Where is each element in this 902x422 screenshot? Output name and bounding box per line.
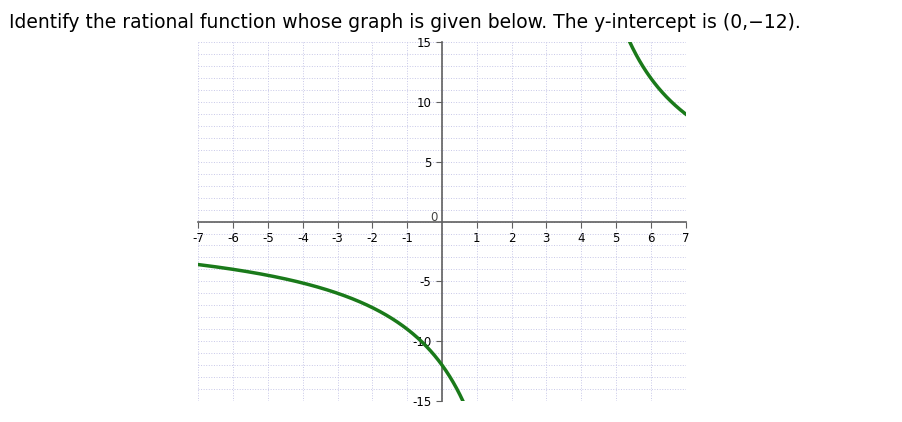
Text: Identify the rational function whose graph is given below. The y-intercept is (0: Identify the rational function whose gra… [9,13,801,32]
Text: 0: 0 [430,211,437,225]
